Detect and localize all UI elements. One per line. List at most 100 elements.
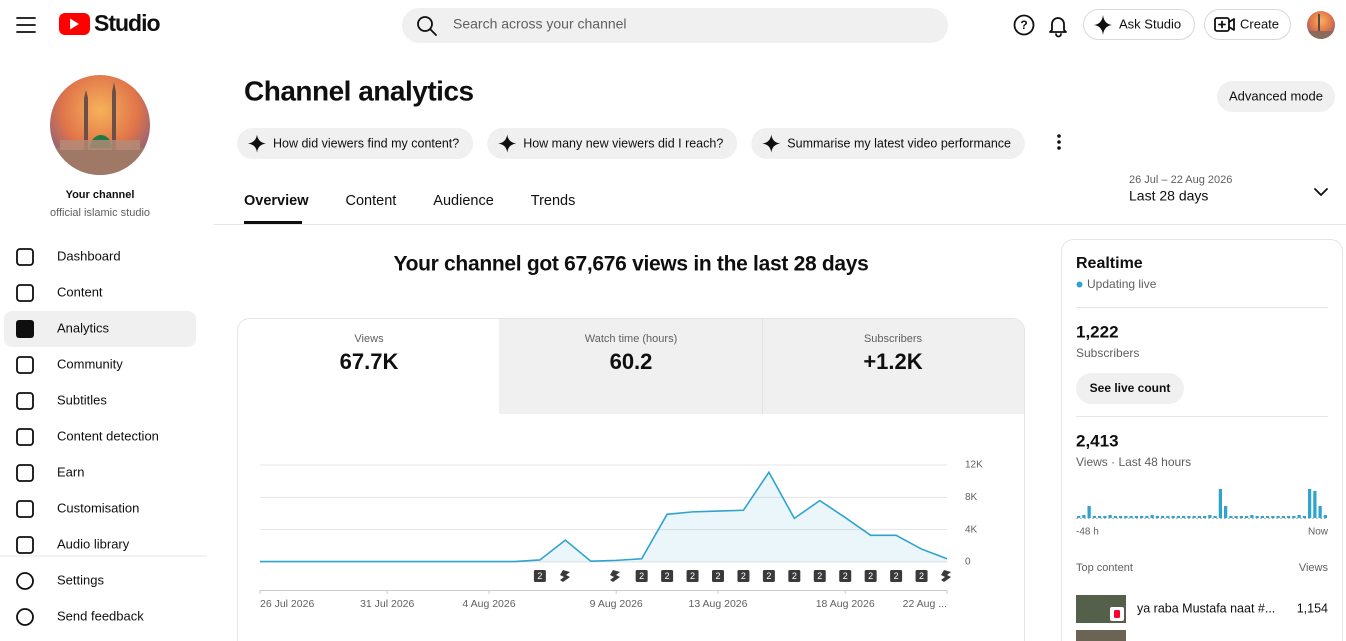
nav-item[interactable]: Customisation — [16, 500, 139, 518]
nav-item[interactable]: Settings — [16, 572, 104, 590]
date-range: 26 Jul – 22 Aug 2026 — [1129, 174, 1232, 186]
video-marker[interactable]: 2 — [813, 570, 826, 582]
metric-tab[interactable]: Watch time (hours) 60.2 — [585, 333, 678, 374]
nav-label: Customisation — [57, 500, 139, 515]
nav-label: Send feedback — [57, 608, 144, 623]
video-marker[interactable]: 2 — [839, 570, 852, 582]
marker-label: 2 — [741, 571, 746, 581]
nav-item[interactable]: Content — [16, 284, 103, 302]
prompt-chip[interactable]: How many new viewers did I reach? — [487, 128, 738, 159]
marker-box — [712, 570, 724, 582]
nav-icon — [16, 500, 34, 518]
metric-value: +1.2K — [863, 349, 922, 374]
marker-label: 2 — [843, 571, 848, 581]
marker-label: 2 — [639, 571, 644, 581]
bar — [1087, 506, 1091, 518]
video-marker[interactable]: 2 — [686, 570, 699, 582]
tab[interactable]: Overview — [244, 193, 309, 209]
nav-item[interactable]: Audio library — [16, 536, 130, 554]
nav-item[interactable]: Subtitles — [16, 392, 107, 410]
marker-label: 2 — [690, 571, 695, 581]
tab[interactable]: Audience — [433, 193, 493, 209]
more-button[interactable] — [1057, 134, 1061, 150]
marker-box — [915, 570, 928, 582]
x-tick-label: 22 Aug ... — [903, 598, 947, 610]
tab[interactable]: Content — [346, 193, 397, 209]
marker-box — [813, 570, 826, 582]
nav-icon — [16, 284, 34, 302]
nav-icon — [16, 608, 34, 626]
nav-label: Content — [57, 284, 103, 299]
realtime-title: Realtime — [1076, 255, 1143, 272]
bar — [1077, 516, 1081, 518]
realtime-card — [1061, 239, 1343, 641]
svg-text:?: ? — [1020, 18, 1027, 32]
bar — [1182, 516, 1186, 518]
video-marker[interactable]: 2 — [915, 570, 928, 582]
nav-item[interactable]: Analytics — [4, 311, 196, 347]
marker-label: 2 — [919, 571, 924, 581]
nav-icon — [16, 356, 34, 374]
logo[interactable]: Studio — [59, 10, 161, 36]
video-marker[interactable]: 2 — [737, 570, 750, 582]
marker-box — [839, 570, 852, 582]
bar — [1213, 516, 1217, 518]
account-avatar[interactable] — [1305, 11, 1337, 41]
bar — [1203, 516, 1207, 518]
bar — [1276, 516, 1280, 518]
marker-box — [635, 570, 648, 582]
nav-label: Content detection — [57, 428, 159, 443]
notifications-button[interactable] — [1049, 17, 1067, 38]
video-marker[interactable]: 2 — [890, 570, 903, 582]
chip-bg — [487, 128, 738, 159]
create-button[interactable]: Create — [1204, 9, 1291, 40]
bar — [1197, 516, 1201, 518]
sparkle-icon — [762, 134, 781, 153]
thumbnail[interactable] — [1076, 630, 1126, 641]
marker-label: 2 — [766, 571, 771, 581]
nav-item[interactable]: Earn — [16, 464, 84, 482]
metric-tabs-bg — [499, 319, 1024, 414]
nav-icon — [16, 428, 34, 446]
nav-item[interactable]: Content detection — [16, 428, 159, 446]
ask-studio-button[interactable]: Ask Studio — [1083, 9, 1195, 40]
see-live-count-button[interactable]: See live count — [1076, 373, 1184, 404]
metric-tab[interactable]: Subscribers +1.2K — [863, 333, 922, 374]
tab[interactable]: Trends — [531, 193, 576, 209]
y-tick-label: 0 — [965, 557, 971, 568]
date-picker[interactable]: 26 Jul – 22 Aug 2026 Last 28 days — [1129, 174, 1328, 204]
marker-label: 2 — [868, 571, 873, 581]
nav-item[interactable]: Send feedback — [16, 608, 144, 626]
realtime-status: Updating live — [1087, 277, 1157, 291]
video-marker[interactable]: 2 — [712, 570, 724, 582]
headline: Your channel got 67,676 views in the las… — [393, 253, 868, 276]
video-marker[interactable]: 2 — [864, 570, 877, 582]
nav-item[interactable]: Community — [16, 356, 123, 374]
shorts-markers — [560, 570, 951, 582]
video-marker[interactable]: 2 — [788, 570, 801, 582]
metric-tab[interactable]: Views 67.7K — [340, 333, 399, 374]
video-marker[interactable]: 2 — [533, 570, 546, 582]
search-box[interactable]: Search across your channel — [402, 8, 948, 43]
video-marker[interactable]: 2 — [635, 570, 648, 582]
subscriber-count: 1,222 — [1076, 322, 1119, 341]
help-button[interactable]: ? — [1013, 14, 1035, 36]
bar — [1313, 491, 1317, 518]
bar — [1297, 515, 1301, 518]
marker-box — [788, 570, 801, 582]
menu-button[interactable] — [16, 17, 36, 33]
advanced-mode-button[interactable]: Advanced mode — [1217, 81, 1335, 112]
video-marker[interactable]: 2 — [661, 570, 674, 582]
y-tick-label: 8K — [965, 492, 978, 503]
bar — [1108, 515, 1112, 518]
bar — [1281, 516, 1285, 518]
tabs: Overview Content Audience Trends — [244, 193, 575, 209]
marker-label: 2 — [894, 571, 899, 581]
prompt-chip[interactable]: Summarise my latest video performance — [751, 128, 1025, 159]
nav-item[interactable]: Dashboard — [16, 248, 121, 266]
video-marker[interactable]: 2 — [762, 570, 775, 582]
date-period: Last 28 days — [1129, 188, 1208, 204]
channel-avatar[interactable] — [50, 75, 150, 178]
top-content-item[interactable]: ya raba Mustafa naat #... 1,154 — [1076, 595, 1328, 623]
prompt-chip[interactable]: How did viewers find my content? — [237, 128, 474, 159]
